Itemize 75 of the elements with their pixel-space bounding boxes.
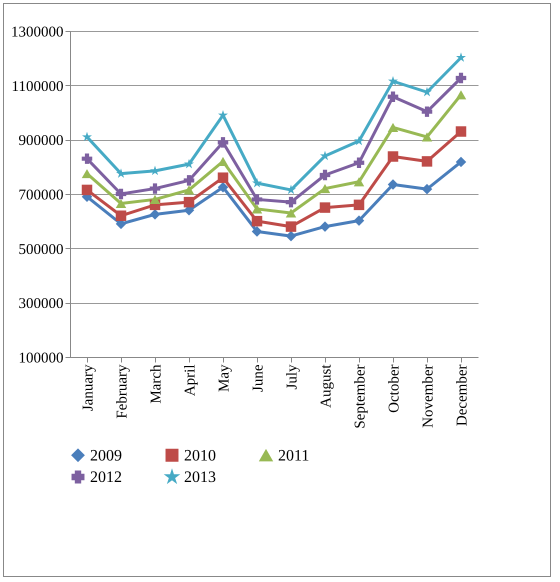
point [388, 179, 398, 190]
point [116, 188, 126, 200]
point [456, 126, 466, 137]
point [320, 202, 330, 213]
point [150, 209, 160, 220]
point [150, 194, 160, 204]
point [422, 132, 432, 142]
y-tick-label: 1300000 [11, 24, 64, 40]
point [218, 137, 228, 148]
point [388, 76, 398, 86]
x-tick-label: March [148, 364, 164, 404]
x-tick-label: October [386, 364, 402, 413]
point [116, 168, 126, 178]
point [286, 208, 296, 218]
point [388, 92, 398, 102]
point [286, 196, 296, 208]
point [456, 90, 466, 100]
x-tick-label: April [182, 364, 198, 396]
point [252, 178, 262, 188]
point [320, 150, 330, 160]
legend-label: 2009 [90, 447, 122, 464]
point [456, 52, 466, 62]
point [456, 156, 466, 168]
y-tick-label: 100000 [18, 350, 64, 366]
x-tick-label: July [284, 364, 300, 390]
point [286, 230, 296, 242]
point [354, 215, 364, 226]
point [82, 132, 92, 142]
point [184, 185, 194, 194]
point [252, 226, 262, 237]
point [82, 184, 92, 196]
point [422, 86, 432, 96]
x-tick-label: May [216, 364, 232, 392]
point [320, 221, 330, 232]
point [82, 153, 92, 164]
point [456, 72, 466, 84]
point [354, 177, 364, 186]
legend-label: 2010 [184, 447, 216, 464]
y-tick-label: 700000 [18, 188, 64, 204]
point [218, 182, 228, 192]
point [184, 175, 194, 186]
point [116, 198, 126, 208]
y-tick-label: 1100000 [12, 78, 64, 95]
point [354, 136, 364, 146]
point [252, 204, 262, 214]
x-tick-label: February [114, 364, 130, 419]
point [184, 158, 194, 168]
point [388, 151, 398, 162]
point [354, 200, 364, 210]
x-tick-label: January [80, 364, 96, 412]
point [150, 183, 160, 194]
point [422, 184, 432, 194]
x-tick-label: September [352, 364, 368, 429]
x-tick-label: August [318, 364, 334, 408]
legend-label: 2012 [90, 469, 122, 486]
x-tick-label: November [420, 364, 436, 428]
point [422, 156, 432, 167]
legend-label: 2013 [184, 469, 216, 486]
y-tick-label: 300000 [18, 296, 64, 312]
point [388, 122, 398, 132]
point [422, 106, 432, 117]
x-tick-label: June [250, 364, 266, 392]
x-tick-label: December [454, 364, 470, 426]
point [184, 196, 194, 208]
point [218, 172, 228, 183]
point [252, 194, 262, 205]
legend-label: 2011 [278, 448, 310, 465]
point [286, 221, 296, 232]
point [252, 216, 262, 226]
point [320, 184, 330, 194]
y-tick-label: 900000 [18, 133, 64, 150]
point [320, 170, 330, 180]
y-tick-label: 500000 [18, 242, 64, 258]
point [116, 210, 126, 221]
point [354, 158, 364, 168]
